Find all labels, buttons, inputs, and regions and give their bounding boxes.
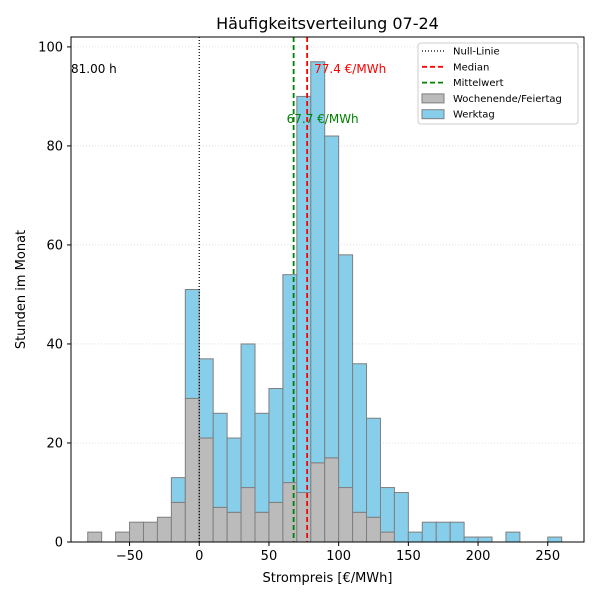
y-tick-label: 60	[46, 238, 63, 253]
bar-weekday	[282, 274, 298, 484]
legend-patch-swatch	[421, 93, 445, 104]
x-tick-label: −50	[116, 549, 143, 564]
y-tick-label: 100	[38, 40, 63, 55]
bar-weekend	[254, 511, 270, 543]
y-axis-label: Stunden im Monat	[14, 230, 29, 349]
bar-weekend	[379, 531, 395, 543]
chart-title: Häufigkeitsverteilung 07-24	[216, 14, 439, 33]
bar-weekend	[324, 457, 340, 543]
x-tick-label: 0	[195, 549, 203, 564]
bar-weekday	[212, 412, 228, 508]
bar-weekend	[184, 397, 200, 543]
bar-weekday	[421, 521, 437, 543]
bar-weekend	[212, 506, 228, 543]
hours-annotation: 81.00 h	[71, 62, 117, 76]
bar-weekday	[268, 388, 284, 503]
bar-weekend	[338, 487, 354, 543]
x-axis-label: Strompreis [€/MWh]	[263, 571, 393, 586]
bar-weekend	[310, 462, 326, 543]
bar-weekday	[379, 487, 395, 533]
bar-weekday	[435, 521, 451, 543]
legend-label: Wochenende/Feiertag	[453, 94, 562, 105]
bar-weekday	[198, 358, 214, 439]
bar-weekday	[184, 289, 200, 399]
x-tick-label: 150	[396, 549, 421, 564]
bar-weekend	[156, 516, 172, 543]
legend-label: Mittelwert	[453, 78, 504, 89]
bar-weekend	[268, 501, 284, 543]
bar-weekday	[463, 536, 479, 543]
x-tick-label: 200	[466, 549, 491, 564]
bar-weekday	[505, 531, 521, 543]
bar-weekday	[547, 536, 563, 543]
axes: −50 0 50 100 150 200 250 0 20 40 60 80 100	[38, 40, 560, 564]
bar-weekend	[366, 516, 381, 543]
bar-weekday	[407, 531, 423, 543]
x-tick-label: 250	[535, 549, 560, 564]
legend-box	[417, 42, 579, 125]
legend-label: Werktag	[453, 110, 495, 121]
legend-patch-swatch	[421, 109, 445, 120]
y-tick-label: 20	[46, 436, 63, 451]
plot-frame	[70, 36, 585, 543]
y-tick-label: 40	[46, 337, 63, 352]
bar-weekday	[240, 343, 256, 489]
x-tick-label: 50	[261, 549, 278, 564]
bar-weekday	[170, 477, 186, 503]
bar-weekday	[338, 254, 354, 489]
legend-label: Median	[453, 62, 489, 73]
bar-weekday	[324, 135, 340, 459]
reference-line-label: 77.4 €/MWh	[314, 62, 386, 76]
reference-line-label: 67.7 €/MWh	[287, 112, 359, 126]
bar-weekday	[296, 95, 312, 493]
bar-weekend	[240, 487, 256, 543]
bar-weekday	[393, 491, 409, 543]
bar-weekend	[129, 521, 144, 543]
bar-weekday	[477, 536, 493, 543]
y-tick-label: 0	[55, 536, 63, 551]
bar-weekday	[226, 437, 242, 513]
bar-weekend	[87, 531, 103, 543]
bar-weekend	[282, 482, 298, 543]
bar-weekend	[226, 511, 242, 543]
bar-weekday	[366, 417, 381, 518]
bar-weekday	[449, 521, 465, 543]
bar-weekend	[115, 531, 131, 543]
bar-weekend	[198, 437, 214, 543]
y-tick-label: 80	[46, 139, 63, 154]
bar-weekday	[352, 363, 368, 513]
legend-label: Null-Linie	[453, 47, 500, 58]
bar-weekend	[170, 501, 186, 543]
reference-lines: 77.4 €/MWh 67.7 €/MWh	[198, 37, 386, 542]
bars	[87, 61, 563, 543]
bar-weekday	[254, 412, 270, 513]
legend: Null-Linie Median Mittelwert Wochenende/Fei…	[417, 42, 579, 125]
bar-weekend	[142, 521, 158, 543]
bar-weekend	[352, 511, 368, 543]
bar-weekend	[296, 491, 312, 543]
x-tick-label: 100	[326, 549, 351, 564]
